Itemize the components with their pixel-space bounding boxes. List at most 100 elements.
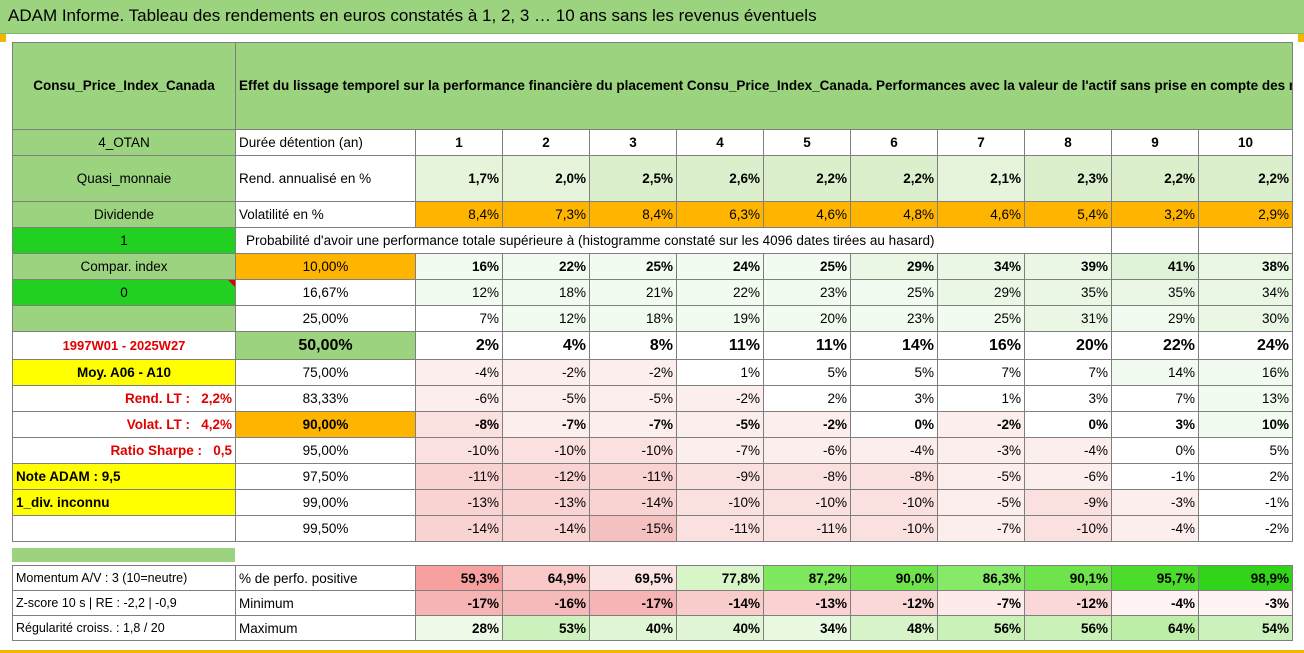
rend-cell: 2,6% bbox=[676, 155, 764, 202]
year-cell: 1 bbox=[415, 129, 503, 156]
quantile-value: 18% bbox=[589, 305, 677, 332]
quantile-value: 7% bbox=[1024, 359, 1112, 386]
quantile-value: -10% bbox=[850, 515, 938, 542]
summary-value: 69,5% bbox=[589, 565, 677, 591]
quantile-value: 23% bbox=[763, 279, 851, 306]
quantile-value: -2% bbox=[589, 359, 677, 386]
quantile-row: 99,50% -14% -14% -15% -11% -11% -10% -7%… bbox=[12, 515, 1294, 542]
summary-value: 90,0% bbox=[850, 565, 938, 591]
header-row: Consu_Price_Index_Canada Effet du lissag… bbox=[12, 42, 1294, 130]
quantile-value: 29% bbox=[1111, 305, 1199, 332]
summary-value: 90,1% bbox=[1024, 565, 1112, 591]
summary-value: 48% bbox=[850, 615, 938, 641]
quantile-value: -11% bbox=[589, 463, 677, 490]
quantile-value: -13% bbox=[502, 489, 590, 516]
period-label: 1997W01 - 2025W27 bbox=[12, 331, 236, 360]
year-cell: 6 bbox=[850, 129, 938, 156]
quantile-value: 0% bbox=[850, 411, 938, 438]
quantile-value: 29% bbox=[937, 279, 1025, 306]
regularity-label: Régularité croiss. : 1,8 / 20 bbox=[12, 615, 236, 641]
returns-table: Consu_Price_Index_Canada Effet du lissag… bbox=[12, 42, 1294, 542]
year-cell: 9 bbox=[1111, 129, 1199, 156]
summary-value: -12% bbox=[1024, 590, 1112, 616]
quantile-value: 23% bbox=[850, 305, 938, 332]
quantile-value: -7% bbox=[937, 515, 1025, 542]
rend-cell: 2,2% bbox=[763, 155, 851, 202]
vol-cell: 4,8% bbox=[850, 201, 938, 228]
quantile-value: 5% bbox=[1197, 437, 1294, 464]
summary-value: -13% bbox=[763, 590, 851, 616]
quantile-value: 22% bbox=[676, 279, 764, 306]
bottom-strip bbox=[0, 650, 1304, 653]
quantile-value: 2% bbox=[415, 331, 503, 360]
summary-value: 98,9% bbox=[1198, 565, 1293, 591]
quantile-value: 20% bbox=[1024, 331, 1112, 360]
maximum-row: Régularité croiss. : 1,8 / 20 Maximum 28… bbox=[12, 615, 1293, 641]
rend-cell: 2,1% bbox=[937, 155, 1025, 202]
quantile-value: -4% bbox=[1024, 437, 1112, 464]
summary-value: -14% bbox=[676, 590, 764, 616]
quantile-value: -5% bbox=[937, 463, 1025, 490]
quantile-value: -10% bbox=[676, 489, 764, 516]
quantile-value: 39% bbox=[1024, 253, 1112, 280]
sharpe-value: 0,5 bbox=[213, 443, 232, 458]
quantile-value: -4% bbox=[850, 437, 938, 464]
quantile-value: -3% bbox=[937, 437, 1025, 464]
summary-value: 56% bbox=[937, 615, 1025, 641]
summary-value: 28% bbox=[415, 615, 503, 641]
summary-value: 86,3% bbox=[937, 565, 1025, 591]
quantile-value: -14% bbox=[502, 515, 590, 542]
quantile-value: 25% bbox=[937, 305, 1025, 332]
quantile-value: 25% bbox=[589, 253, 677, 280]
quantile-value: 24% bbox=[1197, 331, 1294, 360]
green-spacer bbox=[12, 548, 235, 562]
quantile-value: 22% bbox=[502, 253, 590, 280]
quantile-label: 99,50% bbox=[235, 515, 416, 542]
quantile-value: 12% bbox=[502, 305, 590, 332]
quantile-value: 11% bbox=[763, 331, 851, 360]
duration-label: Durée détention (an) bbox=[235, 129, 416, 156]
flag-zero: 0 bbox=[12, 279, 236, 306]
summary-value: 40% bbox=[589, 615, 677, 641]
note-adam: Note ADAM : 9,5 bbox=[12, 463, 236, 490]
quantile-value: 16% bbox=[937, 331, 1025, 360]
quantile-row: Note ADAM : 9,5 97,50% -11% -12% -11% -9… bbox=[12, 463, 1294, 490]
quantile-value: 38% bbox=[1197, 253, 1294, 280]
summary-value: 64,9% bbox=[502, 565, 590, 591]
category-quasi: Quasi_monnaie bbox=[12, 155, 236, 202]
year-cell: 5 bbox=[763, 129, 851, 156]
quantile-row: 25,00% 7% 12% 18% 19% 20% 23% 25% 31% 29… bbox=[12, 305, 1294, 332]
summary-value: -12% bbox=[850, 590, 938, 616]
summary-value: -3% bbox=[1198, 590, 1293, 616]
quantile-value: 13% bbox=[1197, 385, 1294, 412]
year-cell: 7 bbox=[937, 129, 1025, 156]
quantile-label: 90,00% bbox=[235, 411, 416, 438]
quantile-value: -7% bbox=[502, 411, 590, 438]
vol-cell: 2,9% bbox=[1197, 201, 1294, 228]
vol-cell: 3,2% bbox=[1111, 201, 1199, 228]
vol-cell: 4,6% bbox=[937, 201, 1025, 228]
left-empty-green bbox=[12, 305, 236, 332]
quantile-label: 16,67% bbox=[235, 279, 416, 306]
quantile-value: 30% bbox=[1197, 305, 1294, 332]
volat-lt-value: 4,2% bbox=[201, 417, 232, 432]
quantile-value: -7% bbox=[676, 437, 764, 464]
probability-label: Probabilité d'avoir une performance tota… bbox=[235, 227, 1112, 254]
volat-lt: Volat. LT : 4,2% bbox=[12, 411, 236, 438]
quantile-value: 0% bbox=[1111, 437, 1199, 464]
quantile-value: 12% bbox=[415, 279, 503, 306]
summary-value: 56% bbox=[1024, 615, 1112, 641]
volat-lt-label: Volat. LT : bbox=[126, 417, 190, 432]
quantile-label: 95,00% bbox=[235, 437, 416, 464]
sharpe-label: Ratio Sharpe : bbox=[110, 443, 202, 458]
rend-cell: 2,0% bbox=[502, 155, 590, 202]
momentum-label: Momentum A/V : 3 (10=neutre) bbox=[12, 565, 236, 591]
summary-value: 53% bbox=[502, 615, 590, 641]
quantile-value: -5% bbox=[589, 385, 677, 412]
quantile-value: 31% bbox=[1024, 305, 1112, 332]
left-empty bbox=[12, 515, 236, 542]
quantile-value: 16% bbox=[1197, 359, 1294, 386]
summary-value: -17% bbox=[415, 590, 503, 616]
title-bar: ADAM Informe. Tableau des rendements en … bbox=[0, 0, 1304, 34]
quantile-value: -4% bbox=[1111, 515, 1199, 542]
